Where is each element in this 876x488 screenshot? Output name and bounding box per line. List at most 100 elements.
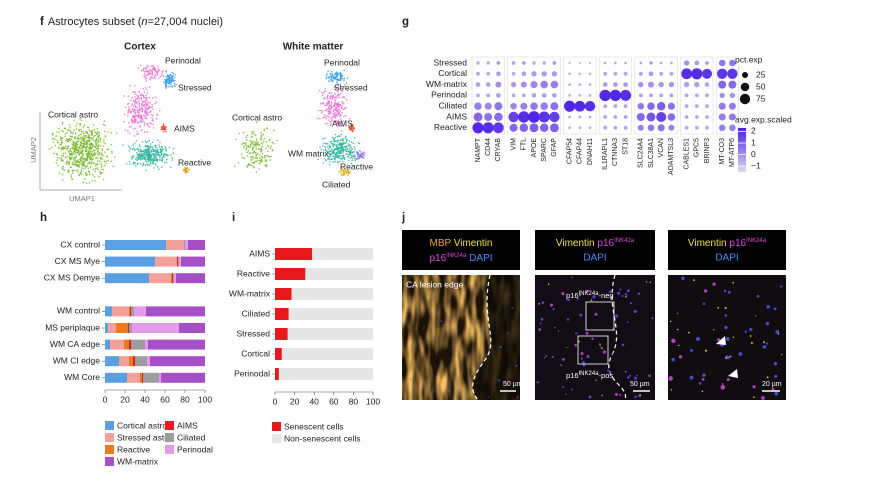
umap-point	[138, 150, 140, 153]
dot	[578, 61, 581, 65]
umap-point	[90, 138, 93, 140]
dot	[694, 104, 699, 109]
cell	[409, 378, 412, 380]
umap-point	[61, 137, 64, 139]
umap-point	[356, 157, 358, 160]
cell-label: p16INK24a-neg	[566, 291, 614, 300]
umap-point	[328, 91, 331, 94]
umap-point	[343, 69, 345, 72]
umap-point	[327, 110, 329, 113]
umap-point	[138, 109, 140, 111]
umap-point	[86, 165, 88, 167]
dot	[511, 93, 516, 98]
umap-point	[88, 171, 91, 174]
umap-point	[102, 178, 105, 181]
dot	[552, 61, 557, 65]
umap-point	[265, 147, 268, 150]
umap-point	[332, 137, 335, 140]
umap-point	[69, 149, 71, 152]
category-label: MS periplaque	[45, 322, 100, 332]
umap-point	[161, 158, 163, 160]
bar-segment	[131, 339, 145, 350]
umap-point	[338, 135, 341, 138]
stain: p16	[729, 238, 746, 249]
dot	[532, 61, 536, 65]
umap-point	[326, 115, 329, 117]
umap-point	[148, 126, 151, 128]
umap-point	[258, 162, 261, 165]
umap-point	[143, 74, 145, 77]
umap-point	[258, 156, 261, 159]
umap-point	[145, 110, 148, 112]
umap-point	[91, 152, 93, 154]
umap-point	[96, 141, 99, 144]
umap-point	[91, 144, 94, 146]
umap-point	[73, 119, 75, 122]
umap-point	[351, 157, 354, 160]
umap-point	[92, 162, 95, 164]
umap-point	[75, 169, 77, 172]
cell	[468, 380, 470, 383]
umap-point	[260, 134, 263, 136]
umap-point	[104, 162, 107, 165]
umap-point	[253, 151, 255, 153]
umap-point	[354, 157, 356, 159]
umap-point	[336, 144, 338, 146]
umap-point	[83, 136, 86, 138]
umap-point	[97, 139, 100, 141]
cell	[670, 389, 673, 391]
umap-point	[336, 140, 339, 142]
umap-point	[329, 141, 332, 143]
umap-point	[337, 101, 340, 104]
umap-point	[135, 114, 137, 117]
dot	[609, 89, 622, 102]
umap-point	[251, 131, 253, 133]
umap-point	[139, 121, 142, 123]
umap-point	[63, 127, 66, 130]
umap-point	[323, 142, 325, 145]
umap-point	[342, 154, 345, 157]
umap-point	[161, 157, 163, 159]
umap-point	[97, 163, 99, 165]
dot	[568, 83, 571, 86]
category-label: CX MS Demye	[44, 272, 100, 282]
umap-point	[98, 144, 100, 146]
umap-point	[347, 143, 350, 145]
umap-point	[54, 144, 57, 147]
umap-point	[329, 72, 332, 75]
umap-point	[165, 126, 167, 129]
umap-point	[363, 152, 366, 154]
dot	[599, 89, 611, 102]
umap-point	[139, 158, 142, 161]
umap-point	[82, 141, 85, 143]
cell	[649, 281, 651, 284]
umap-point	[101, 168, 103, 171]
x-tick-label: 40	[140, 394, 150, 404]
bar-segment	[305, 268, 373, 280]
umap-point	[68, 161, 70, 164]
umap-point	[77, 161, 80, 163]
cell	[552, 308, 555, 311]
umap-point	[144, 109, 146, 111]
umap-point	[127, 110, 129, 113]
dot	[684, 115, 689, 119]
umap-point	[154, 68, 156, 71]
umap-point	[327, 113, 330, 115]
umap-point	[156, 165, 159, 168]
umap-point	[242, 142, 245, 144]
cell	[749, 335, 752, 337]
umap-point	[58, 131, 60, 134]
umap-point	[84, 167, 87, 169]
umap-point	[145, 78, 147, 80]
cell	[688, 331, 690, 334]
bar-segment	[181, 256, 205, 267]
umap-point	[323, 114, 326, 116]
umap-point	[164, 153, 166, 155]
dot	[531, 71, 537, 77]
cell	[637, 292, 641, 295]
umap-point	[266, 144, 269, 147]
umap-point	[76, 159, 79, 162]
umap-point	[147, 141, 149, 143]
dot	[727, 68, 738, 79]
bar-segment	[140, 372, 142, 383]
